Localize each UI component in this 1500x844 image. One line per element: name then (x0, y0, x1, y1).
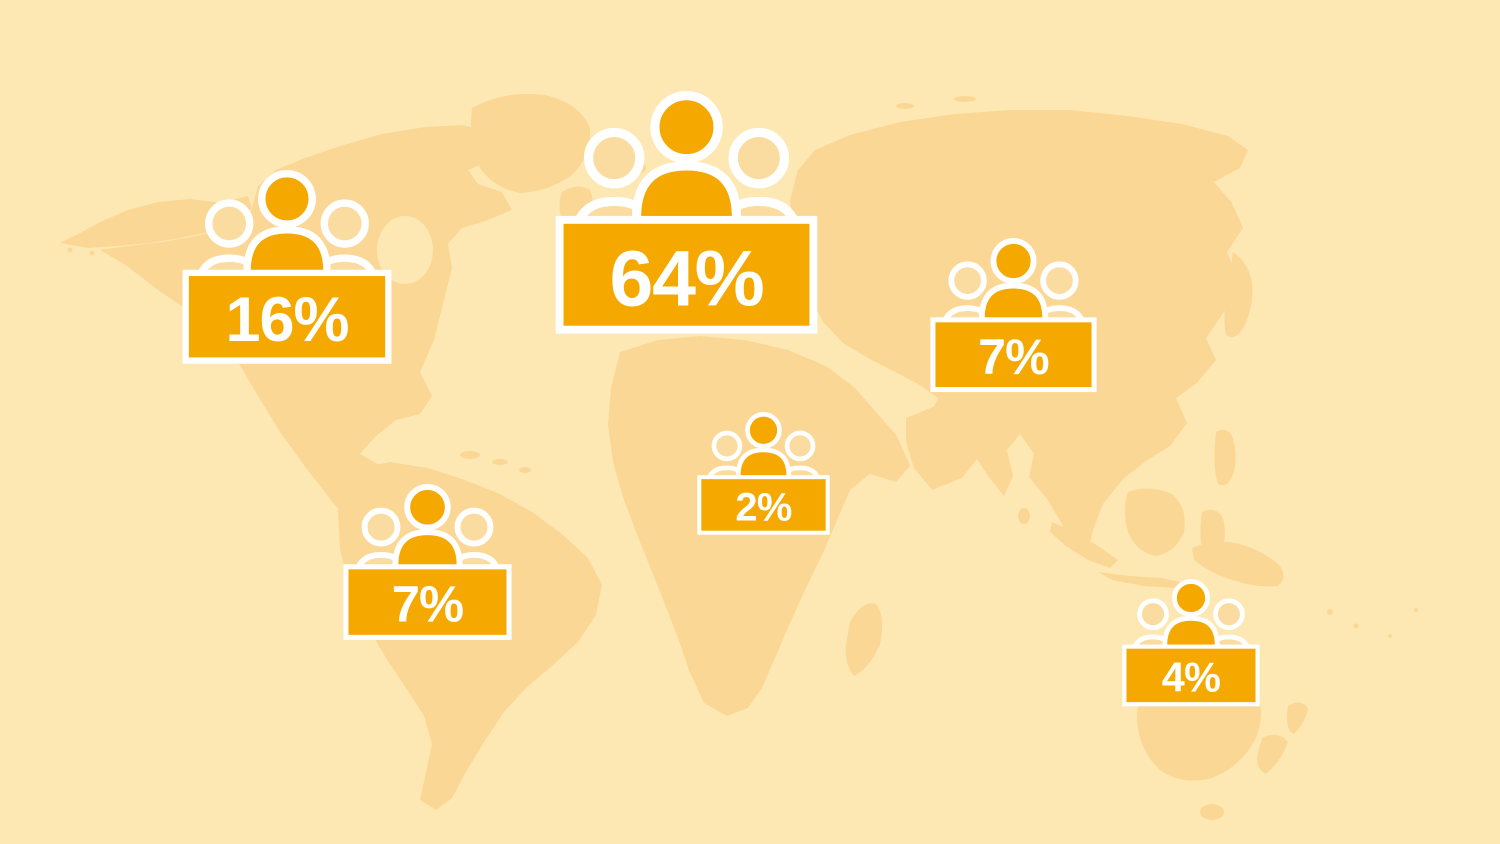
percent-box (555, 216, 818, 334)
new-zealand-south (1257, 734, 1288, 774)
hudson-bay (377, 216, 433, 284)
new-guinea (1192, 541, 1284, 587)
caribbean-island (492, 459, 508, 465)
percent-value: 7% (978, 329, 1049, 385)
percent-value: 16% (226, 285, 349, 355)
people-group-icon: 16% (182, 170, 392, 364)
caribbean-island (460, 451, 480, 459)
region-group-australia-oceania: 4% (1122, 579, 1260, 707)
sumatra (1050, 522, 1118, 568)
people-group-icon: 4% (1122, 579, 1260, 707)
people-group-icon: 64% (555, 91, 818, 334)
percent-box (1122, 644, 1260, 707)
percent-box (343, 564, 512, 641)
tasmania (1200, 804, 1224, 820)
japan (1224, 252, 1253, 338)
percent-box (182, 269, 392, 364)
philippines (1214, 429, 1236, 486)
new-zealand-north (1286, 702, 1308, 734)
percent-box (930, 317, 1097, 393)
region-group-africa: 2% (697, 411, 830, 535)
sri-lanka (1018, 508, 1030, 524)
pacific-island-dot (1327, 609, 1333, 615)
arctic-island (896, 103, 914, 109)
pacific-island-dot (1353, 623, 1359, 629)
people-group-icon: 7% (343, 484, 512, 641)
region-group-south-america: 7% (343, 484, 512, 641)
percent-value: 4% (1162, 655, 1220, 701)
pacific-island-dot (1414, 608, 1418, 612)
people-group-icon: 2% (697, 411, 830, 535)
caribbean-island (519, 467, 531, 473)
island-dot (89, 250, 95, 256)
people-group-icon: 7% (930, 238, 1097, 393)
percent-value: 64% (610, 234, 764, 322)
madagascar (845, 603, 883, 676)
arctic-island (954, 96, 976, 102)
pacific-island-dot (1388, 634, 1392, 638)
greenland (471, 93, 591, 193)
island-dot (67, 247, 73, 253)
region-group-north-america: 16% (182, 170, 392, 364)
java (1098, 572, 1180, 588)
continent-alaska (60, 196, 252, 248)
percent-box (697, 474, 830, 535)
percent-value: 2% (735, 485, 792, 529)
region-group-europe: 64% (555, 91, 818, 334)
borneo (1125, 488, 1185, 556)
region-group-asia: 7% (930, 238, 1097, 393)
percent-value: 7% (392, 576, 464, 633)
